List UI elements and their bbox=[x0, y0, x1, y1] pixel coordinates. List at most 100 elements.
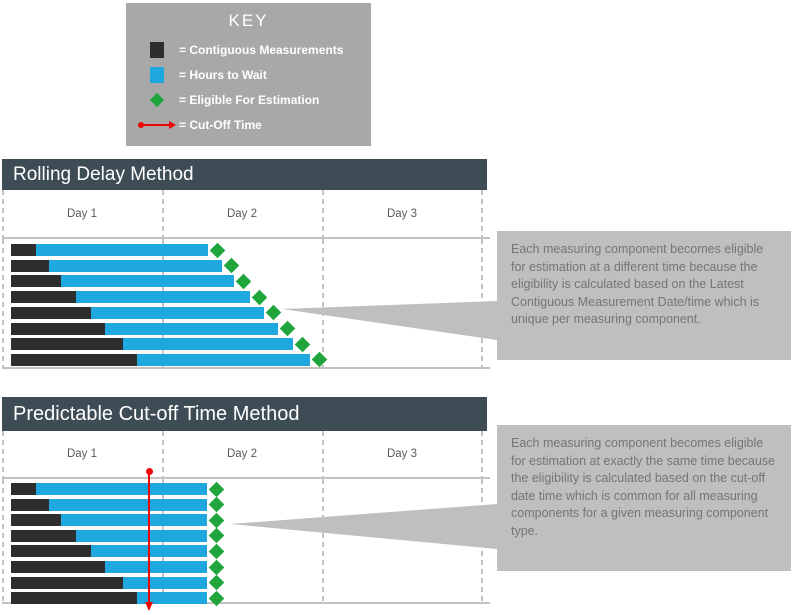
callout-text: Each measuring component becomes eligibl… bbox=[511, 436, 776, 538]
cutoff-line-arrowhead-icon bbox=[144, 602, 153, 611]
hours-to-wait-segment bbox=[123, 576, 207, 589]
diamond-shape bbox=[149, 92, 165, 107]
contiguous-measurements-swatch-icon bbox=[150, 41, 164, 58]
contiguous-measurements-segment bbox=[11, 322, 105, 335]
contiguous-measurements-segment bbox=[11, 514, 61, 527]
eligible-for-estimation-diamond-icon bbox=[208, 574, 225, 591]
hours-to-wait-segment bbox=[36, 483, 207, 495]
contiguous-measurements-segment bbox=[11, 353, 137, 366]
hours-to-wait-segment bbox=[61, 275, 234, 288]
contiguous-measurements-segment bbox=[11, 259, 49, 272]
day-divider-dashed bbox=[481, 190, 483, 237]
hours-to-wait-segment bbox=[36, 244, 208, 256]
hours-to-wait-swatch-icon bbox=[150, 66, 164, 83]
cutoff-time-line bbox=[148, 471, 150, 604]
hours-to-wait-segment bbox=[105, 322, 278, 335]
contiguous-measurements-segment bbox=[11, 306, 91, 319]
day-label: Day 2 bbox=[226, 207, 258, 220]
day-divider-dashed bbox=[322, 431, 324, 477]
eligible-for-estimation-diamond-icon bbox=[208, 481, 225, 497]
callout-text: Each measuring component becomes eligibl… bbox=[511, 242, 764, 326]
day-label: Day 2 bbox=[226, 448, 258, 460]
grid-line-dashed bbox=[481, 239, 483, 367]
contiguous-measurements-segment bbox=[11, 291, 76, 304]
day-band: Day 1 Day 2 Day 3 bbox=[2, 190, 483, 237]
contiguous-measurements-segment bbox=[11, 529, 76, 542]
cut-off-time-arrow-icon bbox=[138, 120, 176, 130]
eligible-for-estimation-diamond-icon bbox=[208, 528, 225, 544]
key-item-label: = Cut-Off Time bbox=[179, 117, 262, 132]
eligible-for-estimation-diamond-icon bbox=[208, 543, 225, 560]
grid-line-dashed bbox=[2, 479, 4, 602]
day-divider-dashed bbox=[162, 190, 164, 237]
eligible-for-estimation-diamond-icon bbox=[208, 512, 225, 528]
key-item-label: = Contiguous Measurements bbox=[179, 42, 344, 57]
hours-to-wait-segment bbox=[76, 529, 207, 542]
arrow-line bbox=[142, 124, 170, 126]
grid-line-dashed bbox=[2, 239, 4, 367]
predictable-cutoff-plot-area bbox=[2, 477, 490, 606]
eligible-for-estimation-diamond-icon bbox=[311, 352, 328, 368]
predictable-cutoff-method-header: Predictable Cut-off Time Method bbox=[2, 397, 487, 431]
contiguous-measurements-segment bbox=[11, 592, 137, 605]
contiguous-measurements-segment bbox=[11, 338, 123, 351]
day-label: Day 3 bbox=[386, 207, 418, 220]
predictable-cutoff-callout-box: Each measuring component becomes eligibl… bbox=[497, 425, 791, 571]
grid-line-dashed bbox=[481, 479, 483, 602]
eligible-for-estimation-diamond-icon bbox=[294, 336, 311, 352]
day-divider-dashed bbox=[322, 190, 324, 237]
day-label: Day 1 bbox=[66, 207, 98, 220]
hours-to-wait-segment bbox=[76, 291, 250, 304]
key-title: KEY bbox=[228, 11, 269, 30]
hours-to-wait-segment bbox=[105, 561, 207, 573]
rolling-delay-plot-area bbox=[2, 237, 490, 369]
arrow-dot bbox=[138, 122, 144, 128]
hours-to-wait-segment bbox=[137, 353, 310, 366]
key-item-label: = Hours to Wait bbox=[179, 67, 267, 82]
day-label: Day 1 bbox=[66, 448, 98, 460]
hours-to-wait-segment bbox=[49, 498, 207, 511]
key-item: = Cut-Off Time bbox=[126, 112, 371, 137]
key-item: = Eligible For Estimation bbox=[126, 87, 371, 112]
grid-line-dashed bbox=[322, 479, 324, 602]
day-label: Day 3 bbox=[386, 448, 418, 460]
rolling-delay-callout-box: Each measuring component becomes eligibl… bbox=[497, 231, 791, 360]
day-divider-dashed bbox=[481, 431, 483, 477]
eligible-for-estimation-diamond-icon bbox=[265, 305, 282, 321]
section-title: Predictable Cut-off Time Method bbox=[13, 402, 300, 425]
hours-to-wait-segment bbox=[137, 592, 207, 605]
swatch-shape bbox=[150, 66, 164, 83]
eligible-for-estimation-diamond-icon bbox=[251, 289, 268, 305]
day-divider-dashed bbox=[162, 431, 164, 477]
contiguous-measurements-segment bbox=[11, 483, 36, 495]
eligible-for-estimation-diamond-icon bbox=[208, 590, 225, 606]
eligible-for-estimation-diamond-icon bbox=[279, 320, 296, 337]
section-title: Rolling Delay Method bbox=[13, 163, 194, 185]
contiguous-measurements-segment bbox=[11, 576, 123, 589]
grid-line-dashed bbox=[322, 239, 324, 367]
eligible-for-estimation-diamond-icon bbox=[209, 242, 226, 258]
rolling-delay-method-header: Rolling Delay Method bbox=[2, 159, 487, 190]
key-item-label: = Eligible For Estimation bbox=[179, 92, 320, 107]
arrow-head bbox=[169, 120, 176, 129]
contiguous-measurements-segment bbox=[11, 545, 91, 558]
eligible-for-estimation-diamond-icon bbox=[208, 496, 225, 513]
eligible-for-estimation-diamond-icon bbox=[235, 273, 252, 290]
hours-to-wait-segment bbox=[49, 259, 222, 272]
contiguous-measurements-segment bbox=[11, 244, 36, 256]
hours-to-wait-segment bbox=[91, 306, 264, 319]
contiguous-measurements-segment bbox=[11, 275, 61, 288]
key-item: = Contiguous Measurements bbox=[126, 37, 371, 62]
eligible-for-estimation-diamond-icon bbox=[149, 92, 165, 107]
contiguous-measurements-segment bbox=[11, 498, 49, 511]
hours-to-wait-segment bbox=[123, 338, 293, 351]
key-items: = Contiguous Measurements = Hours to Wait… bbox=[126, 37, 371, 137]
hours-to-wait-segment bbox=[61, 514, 207, 527]
day-divider-dashed bbox=[2, 431, 4, 477]
contiguous-measurements-segment bbox=[11, 561, 105, 573]
eligible-for-estimation-diamond-icon bbox=[208, 559, 225, 575]
day-band: Day 1 Day 2 Day 3 bbox=[2, 431, 483, 477]
key-item: = Hours to Wait bbox=[126, 62, 371, 87]
day-divider-dashed bbox=[2, 190, 4, 237]
